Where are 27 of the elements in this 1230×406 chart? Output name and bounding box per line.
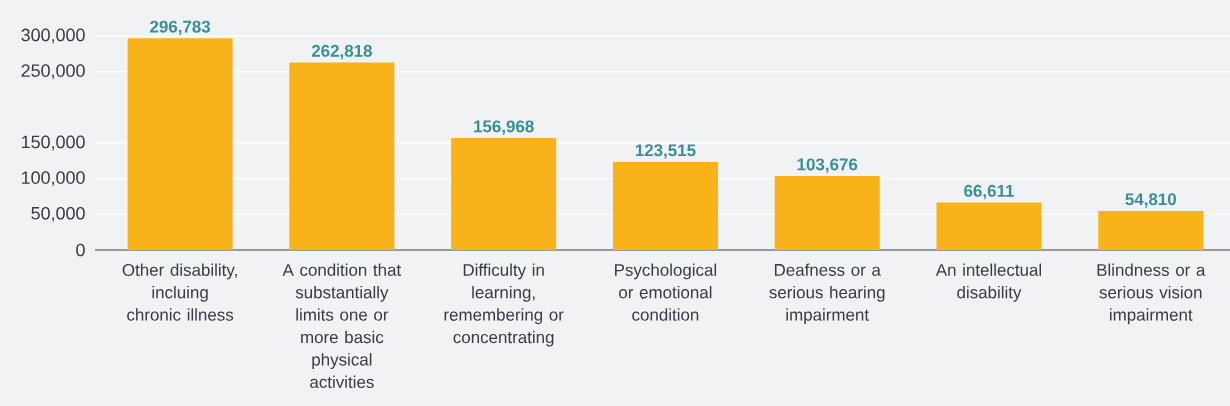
x-tick-label: A condition that substantially limits one or more basic physical activities (282, 263, 402, 389)
data-label: 262,818 (311, 44, 372, 60)
x-tick-label: Psychological or emotional condition (615, 263, 717, 321)
bar (774, 176, 880, 250)
data-label: 296,783 (150, 20, 211, 36)
bar (127, 38, 233, 250)
x-tick-label: Difficulty in learning, remembering or concentrating (444, 263, 564, 347)
y-tick-label: 100,000 (22, 171, 85, 187)
y-tick-label: 0 (76, 243, 85, 257)
x-tick-label: An intellectual disability (935, 263, 1042, 302)
bar (936, 202, 1042, 250)
y-tick-label: 250,000 (21, 64, 85, 80)
data-label: 66,611 (964, 184, 1014, 200)
bar (1098, 210, 1204, 250)
y-tick-label: 50,000 (31, 206, 85, 222)
bar (612, 161, 718, 250)
data-label: 103,676 (797, 158, 858, 173)
data-label: 123,515 (635, 144, 696, 159)
bar (289, 62, 395, 250)
y-tick-label: 150,000 (22, 135, 85, 151)
x-tick-label: Other disability, incluing chronic illness (122, 263, 237, 321)
bar (451, 138, 557, 250)
data-label: 54,810 (1125, 193, 1176, 208)
data-label: 156,968 (474, 120, 534, 135)
x-tick-label: Deafness or a serious hearing impairment (769, 263, 885, 325)
y-tick-label: 300,000 (21, 28, 85, 44)
x-tick-label: Blindness or a serious vision impairment (1097, 263, 1206, 325)
